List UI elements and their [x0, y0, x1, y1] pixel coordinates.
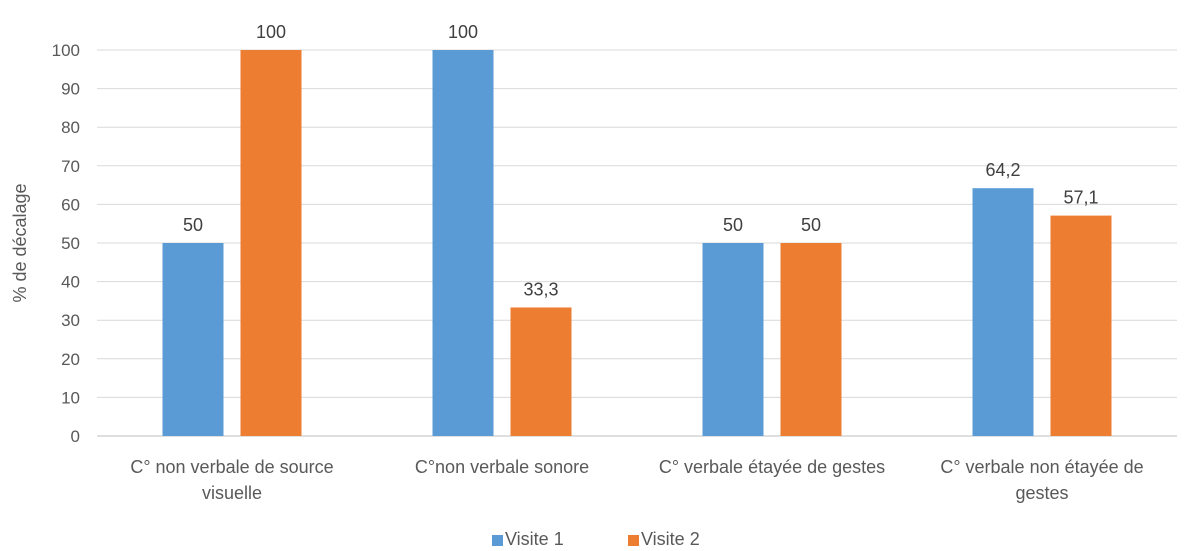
y-tick-label: 10 [61, 388, 80, 407]
bar [510, 307, 572, 436]
y-tick-label: 60 [61, 195, 80, 214]
y-axis-title: % de décalage [10, 183, 30, 302]
category-label: gestes [1015, 483, 1068, 503]
bar [240, 50, 302, 436]
bar [972, 188, 1034, 436]
data-label: 57,1 [1063, 188, 1098, 208]
category-label: visuelle [202, 483, 262, 503]
bar [702, 243, 764, 436]
y-tick-label: 50 [61, 234, 80, 253]
bar [780, 243, 842, 436]
y-tick-label: 40 [61, 273, 80, 292]
y-tick-label: 80 [61, 118, 80, 137]
y-tick-label: 20 [61, 350, 80, 369]
data-label: 64,2 [985, 160, 1020, 180]
legend-swatch [628, 535, 639, 546]
bar [162, 243, 224, 436]
data-label: 33,3 [523, 279, 558, 299]
bars [162, 50, 1112, 436]
category-label: C° verbale non étayée de [940, 457, 1143, 477]
data-label: 50 [183, 215, 203, 235]
category-label: C° non verbale de source [130, 457, 333, 477]
bar [432, 50, 494, 436]
y-tick-label: 70 [61, 157, 80, 176]
y-tick-label: 0 [71, 427, 80, 446]
y-axis-ticks: 0 10 20 30 40 50 60 70 80 90 100 [52, 41, 80, 446]
data-label: 50 [801, 215, 821, 235]
legend: Visite 1 Visite 2 [492, 529, 700, 549]
legend-label: Visite 1 [505, 529, 564, 549]
legend-swatch [492, 535, 503, 546]
x-axis-categories: C° non verbale de source visuelle C°non ve… [130, 457, 1143, 503]
bar [1050, 215, 1112, 436]
y-tick-label: 30 [61, 311, 80, 330]
category-label: C° verbale étayée de gestes [659, 457, 885, 477]
legend-label: Visite 2 [641, 529, 700, 549]
category-label: C°non verbale sonore [415, 457, 589, 477]
data-labels: 50 100 100 33,3 50 50 64,2 57,1 [183, 22, 1099, 299]
data-label: 50 [723, 215, 743, 235]
data-label: 100 [256, 22, 286, 42]
y-tick-label: 90 [61, 80, 80, 99]
data-label: 100 [448, 22, 478, 42]
y-tick-label: 100 [52, 41, 80, 60]
